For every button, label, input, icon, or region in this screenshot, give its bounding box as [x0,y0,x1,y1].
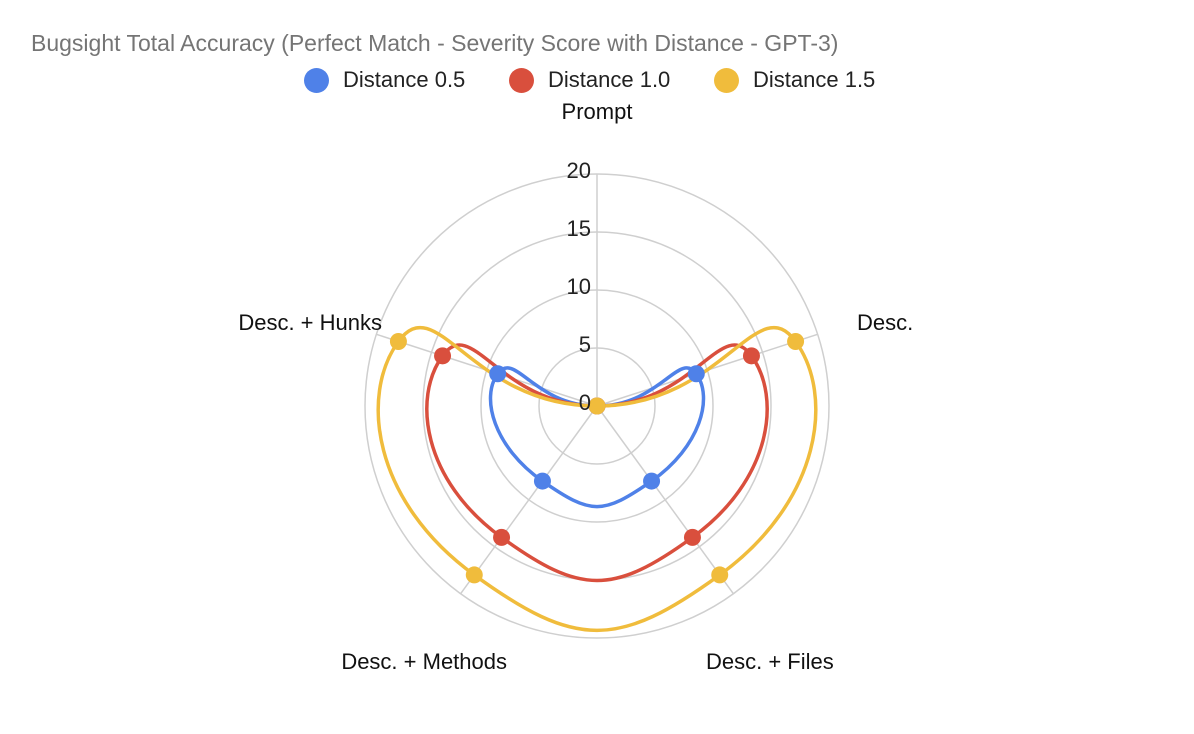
radial-tick-label-3: 15 [567,216,591,241]
series-2-point-4 [389,332,407,350]
grid-spoke-2 [596,405,734,595]
grid-spoke-3 [460,405,598,595]
series-1-point-1 [742,347,760,365]
series-2-point-0 [588,397,606,415]
category-label-1: Desc. [857,310,913,335]
series-0-point-3 [533,472,551,490]
legend-item-2[interactable]: Distance 1.5 [714,64,875,96]
radial-tick-label-4: 20 [567,158,591,183]
radial-tick-label-2: 10 [567,274,591,299]
legend: Distance 0.5 Distance 1.0 Distance 1.5 [0,64,1194,96]
category-label-0: Prompt [562,99,633,124]
category-label-3: Desc. + Methods [341,649,507,674]
series-2-point-3 [465,566,483,584]
category-label-4: Desc. + Hunks [238,310,382,335]
legend-swatch-2 [714,67,739,93]
series-line-0 [488,366,706,509]
legend-swatch-1 [509,67,534,93]
labels: 0 5 10 15 20 Prompt Desc. Desc. + Files Desc. + … [238,99,913,674]
radial-tick-label-1: 5 [579,332,591,357]
series-line-2 [376,325,818,633]
radial-tick-label-0: 0 [579,390,591,415]
series-0-point-2 [643,472,661,490]
legend-item-1[interactable]: Distance 1.0 [509,64,670,96]
series-2-point-1 [787,332,805,350]
legend-item-0[interactable]: Distance 0.5 [304,64,465,96]
category-label-2: Desc. + Files [706,649,834,674]
legend-label-2: Distance 1.5 [753,67,876,92]
legend-label-0: Distance 0.5 [343,67,466,92]
legend-label-1: Distance 1.0 [548,67,671,92]
legend-swatch-0 [304,67,329,93]
series-layer [376,325,818,633]
series-0-point-4 [489,365,507,383]
series-1-point-4 [434,347,452,365]
series-0-point-1 [687,365,705,383]
series-1-point-2 [683,528,701,546]
series-1-point-3 [493,528,511,546]
chart-title: Bugsight Total Accuracy (Perfect Match -… [31,30,839,56]
series-2-point-2 [711,566,729,584]
